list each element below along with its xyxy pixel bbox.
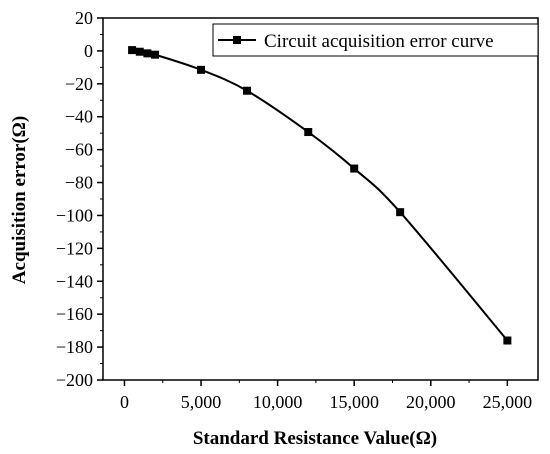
data-point — [350, 164, 359, 173]
data-point — [503, 336, 512, 345]
x-tick-label: 20,000 — [406, 392, 456, 412]
data-point — [242, 86, 251, 95]
x-tick-label: 5,000 — [181, 392, 222, 412]
data-point — [197, 65, 206, 74]
x-tick-label: 10,000 — [253, 392, 303, 412]
x-tick-label: 15,000 — [329, 392, 379, 412]
x-axis-title: Standard Resistance Value(Ω) — [193, 428, 437, 449]
legend: Circuit acquisition error curve — [212, 23, 539, 57]
x-tick-label: 0 — [120, 392, 129, 412]
y-tick-label: −100 — [56, 205, 93, 225]
data-point — [396, 208, 405, 217]
data-point — [128, 46, 137, 55]
y-axis-title: Acquisition error(Ω) — [9, 116, 30, 284]
y-tick-label: −160 — [56, 304, 93, 324]
tick-labels: 0 5,000 10,000 15,000 20,000 25,000 20 0 −20 −40 −… — [56, 8, 532, 412]
y-tick-label: 20 — [75, 8, 93, 28]
series-line — [131, 49, 509, 342]
legend-marker — [233, 36, 241, 44]
axis-ticks — [97, 17, 509, 386]
data-point — [151, 50, 160, 59]
y-tick-label: −140 — [56, 271, 93, 291]
y-tick-label: −40 — [65, 107, 93, 127]
data-point — [304, 128, 313, 137]
y-tick-label: −180 — [56, 337, 93, 357]
x-tick-label: 25,000 — [483, 392, 533, 412]
y-tick-label: 0 — [84, 41, 93, 61]
y-tick-label: −200 — [56, 370, 93, 390]
y-tick-label: −60 — [65, 140, 93, 160]
y-tick-label: −20 — [65, 74, 93, 94]
y-tick-label: −80 — [65, 173, 93, 193]
legend-series-label: Circuit acquisition error curve — [264, 31, 494, 52]
data-point — [135, 47, 144, 56]
y-tick-label: −120 — [56, 238, 93, 258]
plot-frame — [102, 17, 539, 381]
series-layer — [128, 46, 512, 345]
data-point — [143, 49, 152, 58]
legend-box — [212, 23, 539, 57]
plot-border — [102, 17, 539, 381]
